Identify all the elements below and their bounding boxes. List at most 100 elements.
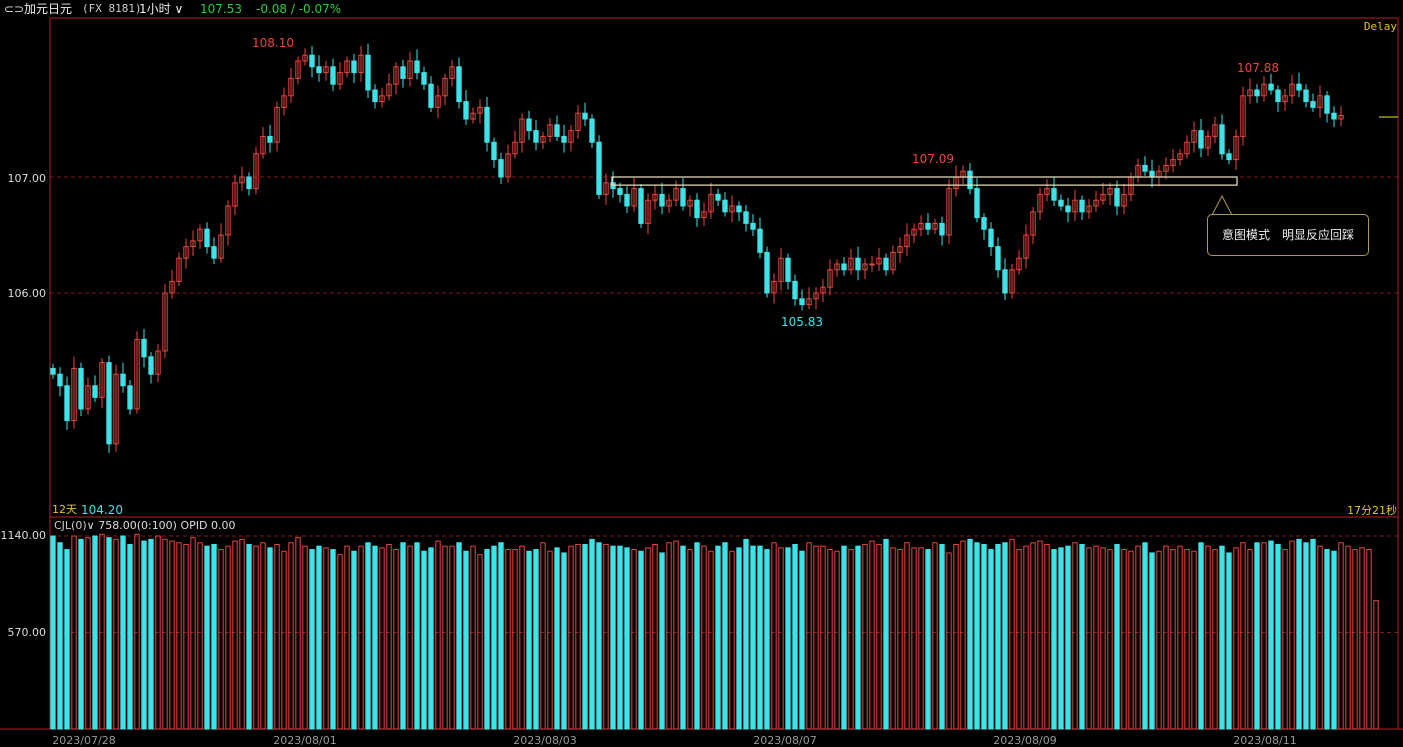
candle-body <box>407 60 413 79</box>
date-tick-label: 2023/07/28 <box>52 734 115 747</box>
volume-bar <box>1247 549 1253 730</box>
candle-body <box>274 106 280 143</box>
candle-body <box>92 385 98 398</box>
volume-bar <box>890 547 896 730</box>
price-label-high: 108.10 <box>252 36 294 50</box>
volume-bar <box>491 545 497 730</box>
date-tick-label: 2023/08/11 <box>1233 734 1296 747</box>
volume-bar <box>1142 542 1148 730</box>
candle-body <box>659 193 665 207</box>
price-tick-label: 107.00 <box>8 172 47 185</box>
volume-bar <box>141 540 147 730</box>
volume-bar <box>666 542 672 730</box>
volume-bar <box>785 547 791 730</box>
candle-body <box>869 263 875 266</box>
candle-body <box>218 234 224 259</box>
candle-body <box>414 60 420 74</box>
candle-body <box>1177 153 1183 161</box>
candle-body <box>519 118 525 143</box>
volume-bar <box>925 549 931 730</box>
volume-bar <box>148 538 154 730</box>
volume-bar <box>764 549 770 730</box>
candle-body <box>883 257 889 271</box>
volume-bar <box>127 543 133 730</box>
period-dropdown[interactable]: 1小时 ∨ <box>139 0 183 18</box>
volume-bar <box>659 552 665 730</box>
volume-bar <box>190 537 196 730</box>
volume-bar <box>1002 542 1008 730</box>
high-low-labels: 108.10 104.20 105.83 107.09 107.88 <box>81 36 1279 517</box>
candle-body <box>1170 159 1176 166</box>
candle-body <box>1086 205 1092 213</box>
candle-body <box>750 222 756 230</box>
candle-body <box>995 246 1001 271</box>
volume-bar <box>379 547 385 730</box>
volume-indicator-header: CJL(0)∨ 758.00(0:100) OPID 0.00 <box>54 519 235 532</box>
candle-body <box>645 199 651 224</box>
candle-body <box>155 350 161 375</box>
candle-body <box>743 211 749 224</box>
volume-bar <box>960 540 966 730</box>
volume-bar <box>85 537 91 730</box>
candle-body <box>246 176 252 190</box>
volume-bar <box>547 550 553 730</box>
volume-bar <box>1016 549 1022 730</box>
date-tick-label: 2023/08/01 <box>273 734 336 747</box>
candle-body <box>204 228 210 248</box>
annotation-callout[interactable]: 意图模式 明显反应回踩 <box>1207 214 1369 256</box>
volume-bar <box>1289 540 1295 730</box>
volume-bar <box>519 545 525 730</box>
candle-body <box>393 66 399 85</box>
volume-bar <box>183 543 189 730</box>
candle-body <box>1044 188 1050 195</box>
candle-body <box>281 95 287 108</box>
candle-body <box>1289 83 1295 97</box>
volume-bar <box>1240 542 1246 730</box>
candle-body <box>288 77 294 97</box>
volume-bar <box>1184 549 1190 730</box>
candle-body <box>1100 193 1106 201</box>
volume-bar <box>463 550 469 730</box>
volume-bar <box>911 547 917 730</box>
volume-bar <box>99 533 105 730</box>
candle-body <box>1191 130 1197 143</box>
candle-body <box>841 263 847 271</box>
volume-bar <box>988 549 994 730</box>
price-axis: 107.00 106.00 <box>8 172 47 300</box>
candle-body <box>484 106 490 143</box>
volume-bar <box>71 535 77 730</box>
candle-body <box>477 106 483 114</box>
volume-bar <box>540 542 546 730</box>
candle-body <box>1268 83 1274 91</box>
volume-bar <box>526 550 532 730</box>
link-icon[interactable]: ⊂⊃ <box>4 2 25 16</box>
volume-bar <box>106 537 112 730</box>
volume-bar <box>820 545 826 730</box>
candle-body <box>148 356 154 375</box>
volume-bar <box>449 545 455 730</box>
candle-body <box>981 217 987 230</box>
volume-bar <box>848 549 854 730</box>
candle-body <box>1338 115 1344 120</box>
volume-bar <box>799 550 805 730</box>
indicator-name[interactable]: CJL(0) <box>54 519 87 532</box>
candle-body <box>267 135 273 143</box>
candle-body <box>568 130 574 143</box>
volume-bar <box>155 535 161 730</box>
candle-body <box>771 280 777 294</box>
support-zone[interactable] <box>611 176 1238 186</box>
date-tick-label: 2023/08/07 <box>753 734 816 747</box>
candle-body <box>498 159 504 178</box>
volume-tick-label: 570.00 <box>8 626 47 639</box>
volume-bar <box>869 540 875 730</box>
candle-body <box>827 269 833 288</box>
volume-bar <box>582 543 588 730</box>
candle-body <box>113 373 119 445</box>
candle-body <box>1247 89 1253 97</box>
candle-body <box>834 263 840 271</box>
candle-body <box>638 188 644 224</box>
candle-body <box>491 141 497 161</box>
chevron-down-icon[interactable]: ∨ <box>86 519 95 532</box>
symbol-name[interactable]: 加元日元 <box>24 2 73 16</box>
